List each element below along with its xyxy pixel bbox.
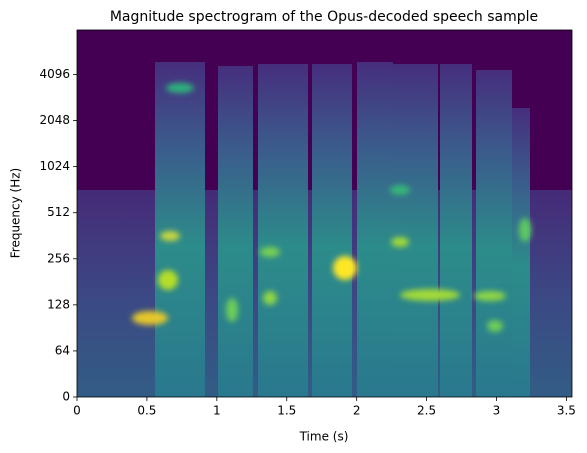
y-tick-label: 4096: [39, 67, 70, 81]
y-tick-label: 2048: [39, 113, 70, 127]
x-axis-label: Time (s): [299, 430, 349, 444]
x-tick-label: 2.5: [417, 404, 436, 418]
y-tick-label: 64: [55, 343, 70, 357]
y-tick-label: 0: [62, 390, 70, 404]
y-tick-label: 128: [47, 297, 70, 311]
y-tick-label: 512: [47, 205, 70, 219]
x-tick-label: 1: [213, 404, 221, 418]
x-tick-label: 0.5: [137, 404, 156, 418]
plot-frame: [76, 29, 573, 398]
y-tick-label: 256: [47, 251, 70, 265]
spectrogram-texture: [77, 30, 572, 397]
x-tick-label: 1.5: [277, 404, 296, 418]
x-tick-label: 3.5: [557, 404, 576, 418]
y-axis-label: Frequency (Hz): [9, 168, 23, 259]
y-tick-label: 1024: [39, 159, 70, 173]
x-tick-label: 3: [493, 404, 501, 418]
x-tick-label: 0: [73, 404, 81, 418]
chart-title: Magnitude spectrogram of the Opus-decode…: [110, 9, 538, 25]
x-tick-label: 2: [353, 404, 361, 418]
